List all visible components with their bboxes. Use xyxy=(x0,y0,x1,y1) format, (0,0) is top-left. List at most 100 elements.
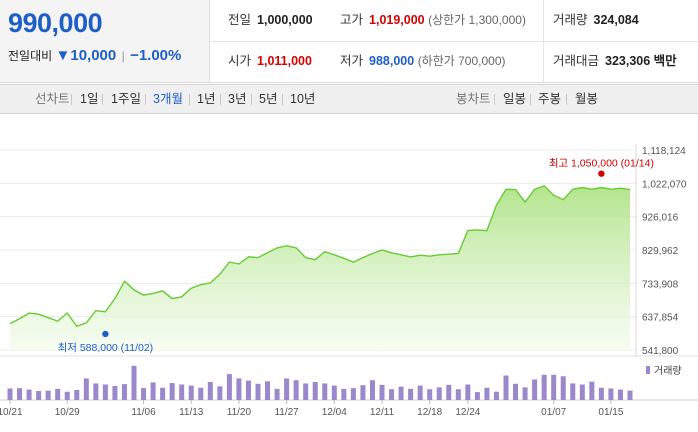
tab-divider xyxy=(220,94,221,105)
volume-bars: 거래량 xyxy=(7,365,682,400)
volume-bar xyxy=(121,384,127,400)
x-tick-label: 11/06 xyxy=(131,407,156,418)
y-tick-label: 637,854 xyxy=(642,313,679,324)
volume-bar xyxy=(150,382,156,400)
min-point xyxy=(102,330,109,338)
volume-bar xyxy=(598,387,604,400)
tab-divider xyxy=(71,94,72,105)
volume-bar xyxy=(7,388,13,400)
tab-candle-weekly[interactable]: 주봉 xyxy=(538,92,562,106)
volume-bar xyxy=(350,388,356,400)
tab-candle-daily[interactable]: 일봉 xyxy=(503,92,527,106)
change-label: 전일대비 xyxy=(8,49,53,63)
tab-period-1y[interactable]: 1년 xyxy=(197,92,216,106)
volume-bar xyxy=(579,384,585,400)
volume-bar xyxy=(245,380,251,400)
volume-bar xyxy=(627,390,633,400)
volume-bar xyxy=(465,384,471,400)
volume-bar xyxy=(331,385,337,400)
turnover-stat: 거래대금 323,306 백만 xyxy=(553,41,677,82)
volume-stat: 거래량 324,084 xyxy=(553,0,639,41)
volume-bar xyxy=(265,381,271,400)
volume-bar xyxy=(398,386,404,400)
volume-bar xyxy=(293,380,299,400)
volume-bar xyxy=(274,388,280,400)
volume-bar xyxy=(160,387,166,400)
volume-bar xyxy=(207,382,213,400)
volume-bar xyxy=(112,385,118,400)
extreme-markers: 최고 1,050,000 (01/14) 최저 588,000 (11/02) xyxy=(58,158,654,354)
volume-legend-label: 거래량 xyxy=(654,365,682,377)
stat-row-2: 시가 1,011,000 저가 988,000 (하한가 700,000) 거래대금… xyxy=(210,41,698,82)
volume-bar xyxy=(102,384,108,400)
volume-bar xyxy=(408,388,414,400)
tab-divider xyxy=(145,94,146,105)
open-label: 시가 xyxy=(228,54,252,68)
volume-bar xyxy=(17,388,23,400)
volume-bar xyxy=(541,374,547,400)
x-tick-label: 11/13 xyxy=(179,407,204,418)
open-value: 1,011,000 xyxy=(257,54,312,68)
candle-chart-label: 봉차트 xyxy=(456,92,491,106)
y-tick-label: 829,962 xyxy=(642,246,679,257)
volume-bar xyxy=(217,386,223,400)
x-tick-label: 11/20 xyxy=(227,407,252,418)
volume-bar xyxy=(93,383,99,400)
change-value: ▼10,000 xyxy=(55,47,117,64)
volume-bar xyxy=(83,378,89,400)
volume-bar xyxy=(503,375,509,400)
chart-tab-bar: 선차트 1일 1주일 3개월 1년 3년 5년 10년 봉차트 일봉 주봉 월봉 xyxy=(0,84,698,114)
high-label: 고가 xyxy=(340,13,364,27)
volume-bar xyxy=(608,388,614,400)
turnover-label: 거래대금 xyxy=(553,54,600,68)
y-tick-label: 1,022,070 xyxy=(642,179,687,190)
tab-period-10y[interactable]: 10년 xyxy=(290,92,316,106)
x-tick-label: 12/18 xyxy=(417,407,442,418)
prev-close-label: 전일 xyxy=(228,13,252,27)
price-area-fill xyxy=(10,185,630,350)
volume-bar xyxy=(226,374,232,400)
volume-bar xyxy=(389,389,395,400)
x-tick-label: 01/15 xyxy=(598,407,623,418)
prev-close-stat: 전일 1,000,000 xyxy=(228,0,313,41)
volume-value: 324,084 xyxy=(593,13,639,27)
tab-divider xyxy=(530,94,531,105)
x-tick-label: 11/27 xyxy=(274,407,299,418)
volume-bar xyxy=(198,387,204,400)
volume-bar xyxy=(379,384,385,400)
volume-bar xyxy=(131,365,137,400)
volume-bar xyxy=(341,388,347,400)
tab-period-1d[interactable]: 1일 xyxy=(80,92,99,106)
volume-bar xyxy=(617,389,623,400)
open-stat: 시가 1,011,000 xyxy=(228,41,312,82)
tab-divider xyxy=(494,94,495,105)
prev-close-value: 1,000,000 xyxy=(257,13,313,27)
low-label: 저가 xyxy=(340,54,364,68)
volume-bar xyxy=(532,379,538,400)
tab-period-3m[interactable]: 3개월 xyxy=(153,92,183,106)
volume-bar xyxy=(284,378,290,400)
lower-limit: (하한가 700,000) xyxy=(417,54,506,68)
volume-bar xyxy=(360,385,366,400)
volume-bar xyxy=(589,381,595,400)
volume-bar xyxy=(64,391,70,400)
tab-period-1w[interactable]: 1주일 xyxy=(111,92,141,106)
tab-period-5y[interactable]: 5년 xyxy=(259,92,278,106)
tab-candle-monthly[interactable]: 월봉 xyxy=(575,92,599,106)
low-value: 988,000 xyxy=(369,54,415,68)
high-stat: 고가 1,019,000 (상한가 1,300,000) xyxy=(340,0,526,41)
volume-bar xyxy=(179,384,185,400)
low-stat: 저가 988,000 (하한가 700,000) xyxy=(340,41,506,82)
x-axis: 10/21 10/29 11/06 11/13 11/20 11/27 12/04 12/11… xyxy=(0,400,624,418)
volume-bar xyxy=(417,385,423,400)
quote-summary: 990,000 전일대비 ▼10,000 | −1.00% 전일 1,000,00… xyxy=(0,0,698,83)
volume-bar xyxy=(236,378,242,400)
tab-divider xyxy=(102,94,103,105)
x-tick-label: 10/21 xyxy=(0,407,23,418)
tab-divider xyxy=(251,94,252,105)
stat-row-1: 전일 1,000,000 고가 1,019,000 (상한가 1,300,000) … xyxy=(210,0,698,42)
volume-bar xyxy=(522,387,528,400)
x-tick-label: 01/07 xyxy=(541,407,566,418)
tab-period-3y[interactable]: 3년 xyxy=(228,92,247,106)
volume-bar xyxy=(560,376,566,400)
